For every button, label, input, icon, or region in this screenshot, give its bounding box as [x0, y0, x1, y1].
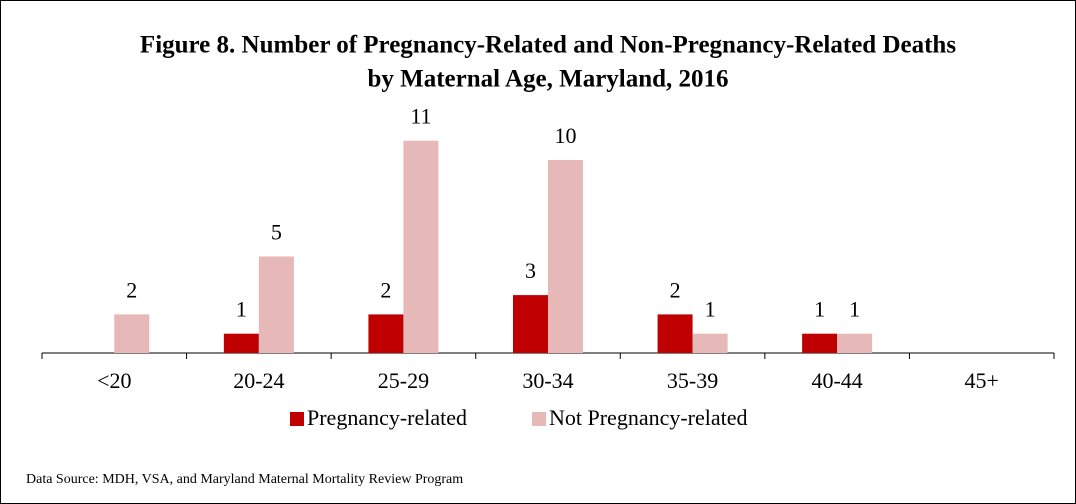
value-label: 5 — [271, 220, 282, 245]
value-label: 10 — [555, 123, 577, 148]
bar — [258, 256, 294, 353]
bar — [368, 314, 404, 353]
bar — [837, 333, 873, 353]
value-label: 2 — [670, 277, 681, 302]
value-label: 1 — [849, 297, 860, 322]
value-label: 2 — [380, 277, 391, 302]
bar — [513, 295, 548, 353]
value-label: 1 — [705, 297, 716, 322]
chart-subtitle: by Maternal Age, Maryland, 2016 — [367, 66, 728, 93]
value-label: 3 — [525, 258, 536, 283]
x-tick-label: 45+ — [965, 368, 999, 393]
legend-label: Not Pregnancy-related — [549, 405, 748, 430]
chart-title: Figure 8. Number of Pregnancy-Related an… — [140, 32, 956, 59]
x-tick-label: 20-24 — [233, 368, 284, 393]
bar — [223, 333, 259, 353]
x-tick-label: 30-34 — [522, 368, 573, 393]
bar — [548, 160, 583, 353]
value-label: 1 — [814, 297, 825, 322]
bar — [114, 314, 150, 353]
x-tick-label: 40-44 — [811, 368, 862, 393]
bar — [657, 314, 693, 353]
legend-swatch — [290, 412, 304, 426]
value-label: 11 — [410, 104, 431, 129]
x-tick-label: 35-39 — [667, 368, 718, 393]
bar — [692, 333, 728, 353]
x-tick-label: 25-29 — [378, 368, 429, 393]
legend-swatch — [532, 412, 546, 426]
value-label: 2 — [126, 277, 137, 302]
x-tick-label: <20 — [97, 368, 131, 393]
bar — [802, 333, 838, 353]
legend-label: Pregnancy-related — [307, 405, 467, 430]
bar — [403, 140, 439, 353]
value-label: 1 — [236, 297, 247, 322]
source-note: Data Source: MDH, VSA, and Maryland Mate… — [26, 472, 463, 487]
